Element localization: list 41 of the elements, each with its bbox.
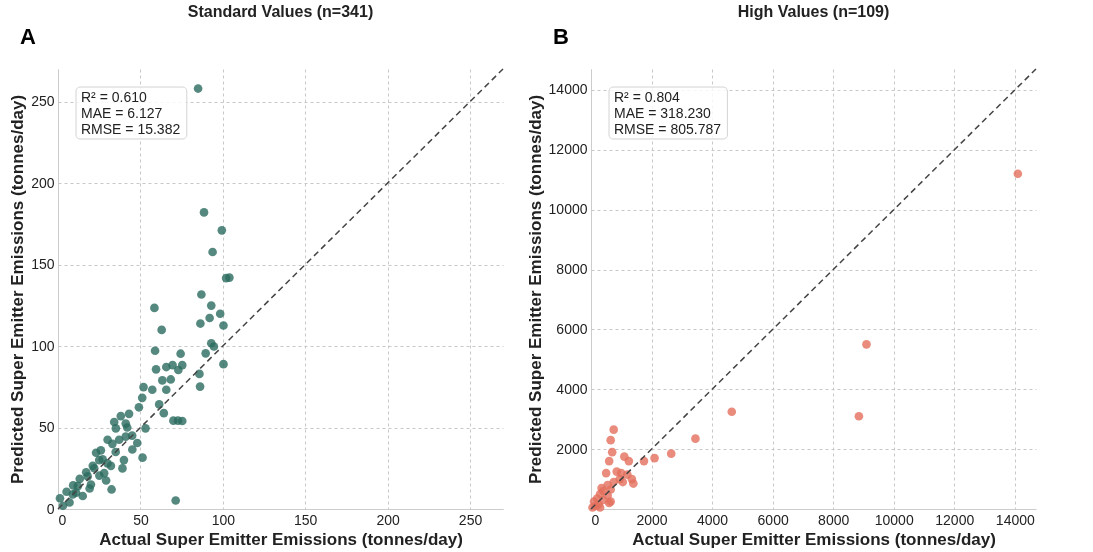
y-tick-label: 50: [38, 419, 55, 436]
x-tick-label: 50: [133, 511, 149, 528]
annotation: MAE = 318.230: [614, 105, 712, 121]
y-tick-label: 4000: [556, 380, 588, 397]
y-tick-label: 14000: [548, 81, 588, 98]
y-tick-label: 6000: [556, 320, 588, 337]
x-tick-label: 2000: [636, 511, 668, 528]
x-tick-label: 8000: [818, 511, 850, 528]
x-tick-label: 0: [58, 511, 67, 528]
y-tick-label: 0: [46, 500, 55, 517]
x-tick-label: 10000: [874, 511, 914, 528]
annotation: RMSE = 15.382: [81, 121, 181, 137]
x-axis-title: Actual Super Emitter Emissions (tonnes/day): [99, 529, 463, 549]
y-tick-label: 150: [31, 256, 55, 273]
x-tick-label: 100: [211, 511, 236, 528]
x-tick-label: 150: [294, 511, 318, 528]
y-axis-title: Predicted Super Emitter Emissions (tonnes/day): [525, 94, 545, 485]
annotation: R² = 0.610: [81, 89, 147, 105]
x-tick-label: 4000: [697, 511, 729, 528]
y-tick-label: 200: [31, 174, 55, 191]
y-tick-label: 12000: [548, 141, 588, 158]
y-tick-label: 10000: [548, 201, 588, 218]
text: A: [20, 24, 36, 49]
annotation: R² = 0.804: [614, 89, 680, 105]
x-tick-label: 200: [376, 511, 401, 528]
y-tick-label: 2000: [556, 440, 588, 457]
annotation: MAE = 6.127: [81, 105, 163, 121]
y-tick-label: 8000: [556, 261, 588, 278]
y-tick-label: 100: [31, 337, 55, 354]
chart-title: High Values (n=109): [737, 3, 890, 20]
x-tick-label: 6000: [757, 511, 789, 528]
y-tick-label: 250: [31, 93, 55, 110]
x-tick-label: 0: [591, 511, 600, 528]
x-axis-title: Actual Super Emitter Emissions (tonnes/day): [632, 529, 996, 549]
y-axis-title: Predicted Super Emitter Emissions (tonnes/day): [8, 94, 28, 485]
x-tick-label: 14000: [995, 511, 1035, 528]
x-tick-label: 12000: [935, 511, 975, 528]
chart-title: Standard Values (n=341): [187, 3, 374, 20]
annotation: RMSE = 805.787: [614, 121, 722, 137]
x-tick-label: 250: [458, 511, 483, 528]
text: B: [553, 24, 569, 49]
